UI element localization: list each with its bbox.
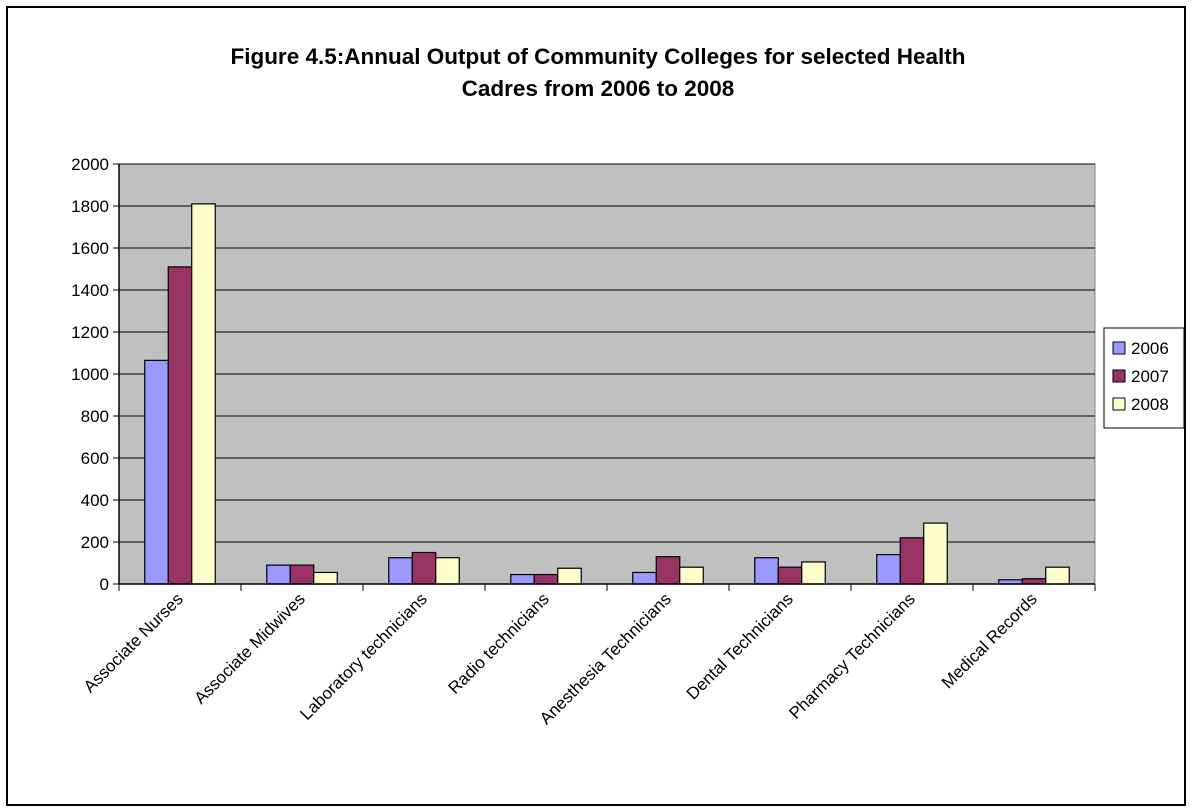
bar-2006-pharmacy-technicians: [876, 553, 901, 585]
bar-2008-anesthesia-technicians: [679, 566, 704, 585]
legend-swatch-2007: [1112, 369, 1126, 383]
chart-svg: Figure 4.5:Annual Output of Community Co…: [71, 44, 1185, 728]
y-tick-label: 1000: [71, 365, 109, 384]
legend: 2006 2007 2008: [1103, 327, 1185, 429]
bar-2008-associate-midwives: [313, 571, 338, 585]
y-tick-label: 2000: [71, 155, 109, 174]
y-tick-label: 600: [81, 449, 109, 468]
bar-2006-anesthesia-technicians: [632, 571, 657, 585]
bar-2007-dental-technicians: [777, 566, 803, 585]
legend-label-2006: 2006: [1131, 339, 1169, 358]
y-tick-label: 1600: [71, 239, 109, 258]
legend-label-2007: 2007: [1131, 367, 1169, 386]
x-category-label: Dental Technicians: [683, 589, 797, 703]
x-axis-labels: Associate Nurses Associate MidwivesLabora…: [80, 589, 1041, 728]
y-tick-label: 1200: [71, 323, 109, 342]
bar-2008-laboratory-technicians: [435, 557, 460, 585]
y-tick-label: 400: [81, 491, 109, 510]
y-tick-label: 200: [81, 533, 109, 552]
bar-2007-pharmacy-technicians: [899, 537, 925, 585]
legend-label-2008: 2008: [1131, 395, 1169, 414]
chart-title: Figure 4.5:Annual Output of Community Co…: [230, 44, 965, 101]
chart-frame: Figure 4.5:Annual Output of Community Co…: [6, 6, 1186, 806]
bar-2008-medical-records: [1045, 566, 1070, 585]
x-category-label: Medical Records: [938, 589, 1041, 692]
y-tick-label: 1400: [71, 281, 109, 300]
bar-2008-radio-technicians: [557, 567, 582, 585]
bar-2006-dental-technicians: [754, 557, 779, 585]
legend-swatch-2008: [1112, 397, 1126, 411]
bar-2007-associate-midwives: [289, 564, 315, 585]
bar-2006-associate-midwives: [266, 564, 291, 585]
legend-swatch-2006: [1112, 341, 1126, 355]
bar-2008-dental-technicians: [801, 561, 826, 585]
bar-2007-radio-technicians: [533, 573, 559, 585]
bar-2006-laboratory-technicians: [388, 557, 413, 585]
x-category-label: Associate Nurses: [80, 589, 187, 696]
bar-2007-laboratory-technicians: [411, 551, 437, 585]
bar-2006-associate-nurses: [144, 359, 169, 585]
x-category-label: Anesthesia Technicians: [536, 589, 675, 728]
y-axis-ticks: 0 200 400 600 800 1000 1200 1400 1600 1800 2000: [71, 155, 119, 594]
bar-2008-associate-nurses: [191, 203, 216, 585]
y-tick-label: 1800: [71, 197, 109, 216]
chart-title-line: Cadres from 2006 to 2008: [462, 76, 735, 101]
bar-2006-radio-technicians: [510, 573, 535, 585]
bar-2007-medical-records: [1021, 578, 1047, 585]
y-tick-label: 0: [100, 575, 109, 594]
bar-2007-anesthesia-technicians: [655, 556, 681, 585]
x-category-label: Associate Midwives: [191, 589, 309, 707]
bar-2007-associate-nurses: [167, 266, 193, 585]
x-category-label: Radio technicians: [444, 589, 552, 697]
bars: [144, 203, 1070, 585]
y-tick-label: 800: [81, 407, 109, 426]
x-category-label: Pharmacy Technicians: [785, 589, 918, 722]
chart-title-line: Figure 4.5:Annual Output of Community Co…: [230, 44, 965, 69]
x-category-label: Laboratory technicians: [296, 589, 430, 723]
bar-2008-pharmacy-technicians: [923, 522, 948, 585]
